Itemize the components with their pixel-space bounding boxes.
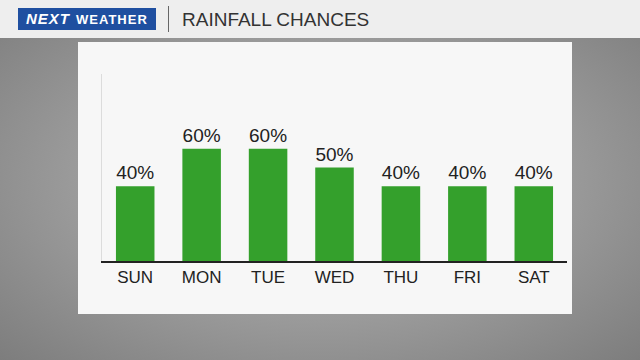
svg-text:50%: 50%	[315, 144, 353, 165]
html-text:WEATHER: WEATHER	[76, 12, 148, 27]
svg-text:WED: WED	[315, 268, 355, 287]
svg-text:MON: MON	[182, 268, 222, 287]
svg-text:THU: THU	[383, 268, 418, 287]
svg-text:SUN: SUN	[117, 268, 153, 287]
svg-text:40%: 40%	[448, 162, 486, 183]
svg-text:40%: 40%	[515, 162, 553, 183]
html-text:NEXT: NEXT	[26, 10, 70, 27]
svg-text:RAINFALL CHANCES: RAINFALL CHANCES	[182, 9, 369, 30]
svg-text:SAT: SAT	[518, 268, 550, 287]
svg-text:60%: 60%	[249, 125, 287, 146]
svg-text:FRI: FRI	[454, 268, 481, 287]
svg-text:TUE: TUE	[251, 268, 285, 287]
svg-text:60%: 60%	[183, 125, 221, 146]
svg-text:40%: 40%	[116, 162, 154, 183]
svg-text:40%: 40%	[382, 162, 420, 183]
